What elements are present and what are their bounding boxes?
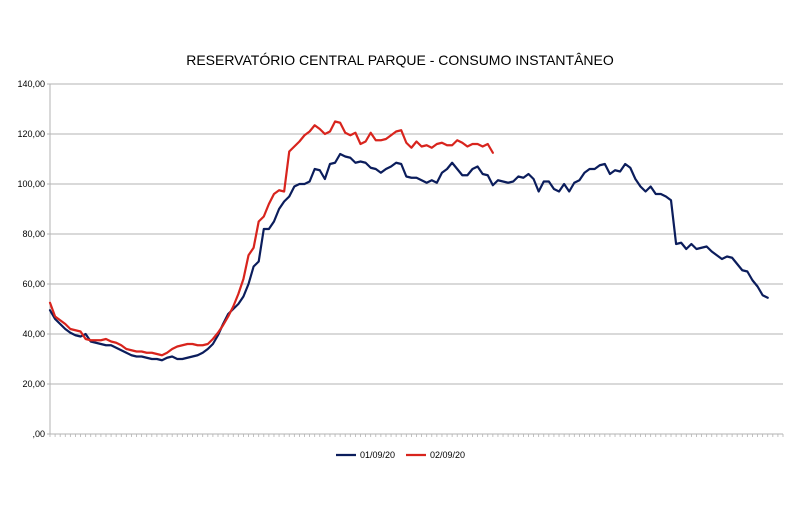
legend: 01/09/20 02/09/20 xyxy=(336,450,465,460)
gridlines xyxy=(50,83,783,385)
series-line-1 xyxy=(48,152,769,362)
chart-title: RESERVATÓRIO CENTRAL PARQUE - CONSUMO IN… xyxy=(186,52,614,68)
axes xyxy=(47,83,784,437)
legend-label-2: 02/09/20 xyxy=(430,450,465,460)
y-tick-label: 100,00 xyxy=(17,179,45,189)
legend-label-1: 01/09/20 xyxy=(360,450,395,460)
y-tick-label: 120,00 xyxy=(17,129,45,139)
series-lines xyxy=(48,120,769,362)
y-tick-label: 60,00 xyxy=(22,279,45,289)
y-tick-label: 20,00 xyxy=(22,379,45,389)
y-tick-label: 80,00 xyxy=(22,229,45,239)
series-line-2 xyxy=(48,120,494,357)
y-tick-labels: ,00 20,00 40,00 60,00 80,00 100,00 120,00 140,0… xyxy=(17,79,45,439)
y-tick-label: 40,00 xyxy=(22,329,45,339)
y-tick-label: ,00 xyxy=(32,429,45,439)
y-tick-label: 140,00 xyxy=(17,79,45,89)
